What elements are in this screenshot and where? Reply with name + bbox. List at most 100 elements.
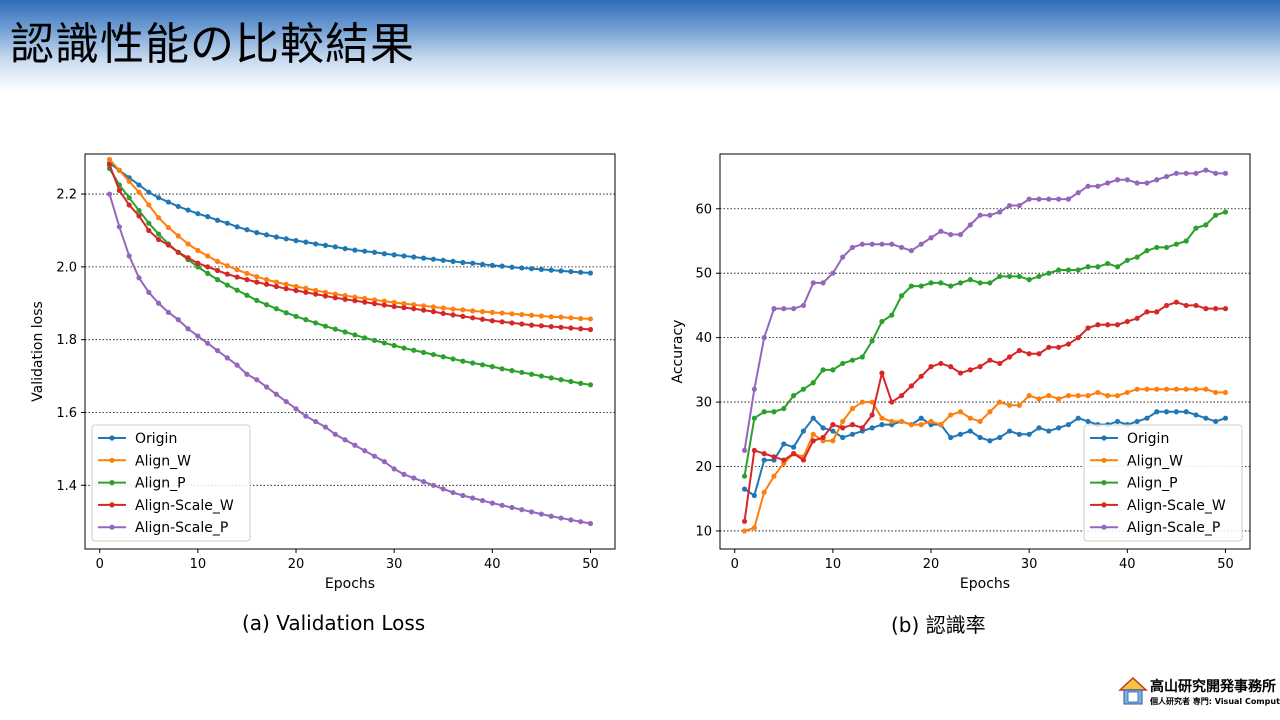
data-point-align-p [421,349,427,356]
y-tick-label: 1.4 [56,479,77,494]
data-point-align-scale-p [362,448,368,454]
data-point-origin [421,255,427,261]
data-point-origin [869,425,875,431]
x-tick-label: 50 [1217,557,1234,572]
data-point-align-w [509,311,515,317]
data-point-align-scale-p [810,280,816,286]
data-point-origin [781,441,787,447]
data-point-origin [214,217,221,223]
data-point-align-scale-w [421,307,427,313]
data-point-origin [273,234,279,240]
data-point-align-scale-p [1222,170,1229,176]
data-point-align-w [1075,393,1081,399]
data-point-align-p [450,356,456,362]
data-point-origin [1036,425,1042,431]
data-point-align-w [1114,393,1121,399]
plot-frame [84,153,616,550]
data-point-origin [568,268,574,275]
data-point-origin [830,428,836,434]
data-point-align-p [800,386,807,392]
data-point-align-p [967,277,973,283]
data-point-align-w [293,283,299,290]
data-point-origin [977,434,983,441]
data-point-align-p [381,340,387,346]
data-point-align-scale-w [938,360,944,367]
data-point-align-scale-w [195,260,201,266]
data-point-align-p [1134,254,1140,260]
data-point-origin [1075,415,1081,421]
data-point-origin [156,195,162,201]
data-point-align-scale-w [987,357,993,363]
data-point-origin [761,457,767,463]
data-point-origin [342,246,348,252]
data-point-align-scale-p [1026,196,1032,202]
data-point-align-scale-w [509,320,515,326]
data-point-align-p [791,393,797,399]
data-point-origin [1026,431,1032,437]
data-point-align-scale-p [859,241,865,247]
legend-box [91,424,251,542]
data-point-align-scale-w [568,325,574,331]
data-point-align-p [1105,260,1111,267]
data-point-align-scale-w [849,422,856,428]
data-point-align-scale-w [303,289,309,295]
data-point-align-p [1026,277,1032,283]
data-point-origin [548,267,554,273]
data-point-align-scale-p [741,447,748,454]
data-point-align-w [761,489,767,495]
data-point-align-p [391,342,397,349]
data-point-align-w [1203,386,1209,392]
data-point-align-w [568,315,574,321]
data-point-align-scale-p [146,289,152,295]
data-point-align-w [371,297,378,303]
data-point-align-scale-p [519,507,525,513]
data-point-align-scale-w [214,267,221,274]
data-point-align-scale-p [430,482,437,488]
data-point-align-w [322,289,329,295]
data-point-align-p [898,293,905,299]
data-point-align-w [889,418,895,425]
data-point-align-w [928,418,934,425]
data-point-align-scale-w [859,425,865,431]
data-point-align-scale-w [918,373,924,379]
data-point-align-scale-p [214,347,221,354]
data-point-align-w [967,415,973,421]
data-point-align-scale-w [371,301,378,307]
data-point-align-scale-p [450,489,456,496]
data-point-align-w [908,422,914,428]
y-tick-label: 1.8 [56,333,77,348]
data-point-align-p [1183,238,1189,244]
data-point-align-scale-w [352,298,358,304]
data-point-origin [136,182,142,188]
x-axis-label: Epochs [960,576,1010,592]
legend-label: Align-Scale_W [1127,498,1226,514]
data-point-align-scale-p [558,515,564,521]
data-point-align-scale-w [898,393,905,399]
x-tick-label: 20 [923,557,940,572]
data-point-origin [362,248,368,254]
data-point-align-w [460,307,466,313]
data-point-align-scale-p [1046,196,1052,202]
data-point-align-scale-w [293,287,299,294]
data-point-align-p [195,264,201,270]
data-point-align-scale-p [781,306,787,312]
data-point-align-p [509,368,515,374]
data-point-align-scale-p [800,302,807,309]
data-point-align-w [869,399,875,405]
data-point-align-scale-w [224,271,230,277]
y-tick-label: 20 [695,460,712,475]
data-point-align-scale-p [1144,180,1150,186]
data-point-align-w [1163,386,1170,392]
data-point-align-w [1016,402,1022,408]
data-point-align-scale-p [293,406,299,412]
data-point-align-p [322,323,329,329]
legend-marker [1101,502,1107,508]
data-point-align-p [918,283,924,289]
data-point-origin [957,431,964,437]
legend-marker [109,524,115,530]
data-point-align-w [214,258,221,264]
data-point-align-w [918,422,924,428]
data-point-align-scale-p [254,377,260,383]
data-point-align-p [1203,222,1209,228]
data-point-align-scale-w [810,438,816,444]
